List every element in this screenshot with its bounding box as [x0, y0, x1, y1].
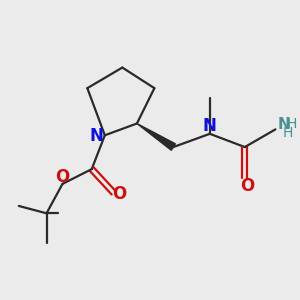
Text: N: N — [202, 117, 216, 135]
Polygon shape — [137, 124, 176, 150]
Text: O: O — [112, 185, 127, 203]
Text: H: H — [286, 117, 297, 131]
Text: N: N — [277, 117, 290, 132]
Text: O: O — [240, 177, 254, 195]
Text: H: H — [283, 126, 293, 140]
Text: O: O — [55, 167, 69, 185]
Text: N: N — [90, 127, 104, 145]
